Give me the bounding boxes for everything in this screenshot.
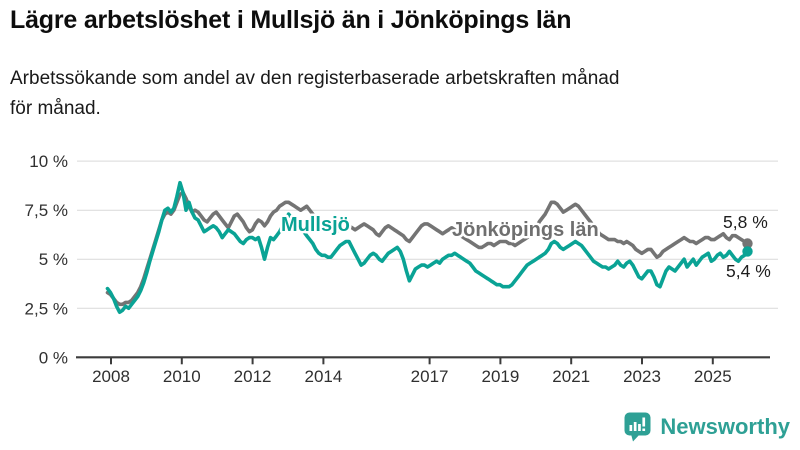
x-tick-label-2021: 2021 bbox=[552, 367, 590, 386]
series-label-mullsjo: Mullsjö bbox=[281, 214, 350, 236]
x-tick-label-2010: 2010 bbox=[163, 367, 201, 386]
x-tick-label-2019: 2019 bbox=[481, 367, 519, 386]
x-tick-label-2008: 2008 bbox=[92, 367, 130, 386]
end-value-label-jonkopings-lan: 5,8 % bbox=[723, 212, 768, 232]
bar-chart-speech-bubble-icon bbox=[624, 412, 651, 442]
y-tick-label-2.5: 2,5 % bbox=[25, 299, 68, 318]
series-line-mullsjo bbox=[105, 180, 750, 315]
y-tick-label-0: 0 % bbox=[39, 348, 68, 367]
newsworthy-logo-text: Newsworthy bbox=[660, 414, 790, 439]
x-tick-label-2012: 2012 bbox=[234, 367, 272, 386]
y-tick-label-10: 10 % bbox=[29, 152, 68, 171]
x-tick-label-2023: 2023 bbox=[623, 367, 661, 386]
y-tick-label-7.5: 7,5 % bbox=[25, 201, 68, 220]
page-title: Lägre arbetslöshet i Mullsjö än i Jönköp… bbox=[10, 6, 572, 34]
series-end-dot-jonkopings-lan bbox=[742, 238, 753, 249]
x-tick-label-2017: 2017 bbox=[411, 367, 449, 386]
series-line-jonkopings-lan bbox=[105, 190, 750, 307]
y-tick-label-5: 5 % bbox=[39, 250, 68, 269]
end-value-label-mullsjo: 5,4 % bbox=[726, 261, 771, 281]
series-end-dot-mullsjo bbox=[742, 246, 753, 257]
series-label-jonkopings-lan: Jönköpings län bbox=[452, 219, 599, 241]
x-tick-label-2014: 2014 bbox=[304, 367, 342, 386]
chart-subtitle: Arbetssökande som andel av den registerb… bbox=[10, 64, 790, 124]
chart-subtitle-line2: för månad. bbox=[10, 98, 101, 119]
newsworthy-logo[interactable]: Newsworthy bbox=[624, 412, 790, 442]
chart-subtitle-line1: Arbetssökande som andel av den registerb… bbox=[10, 68, 620, 89]
x-tick-label-2025: 2025 bbox=[694, 367, 732, 386]
